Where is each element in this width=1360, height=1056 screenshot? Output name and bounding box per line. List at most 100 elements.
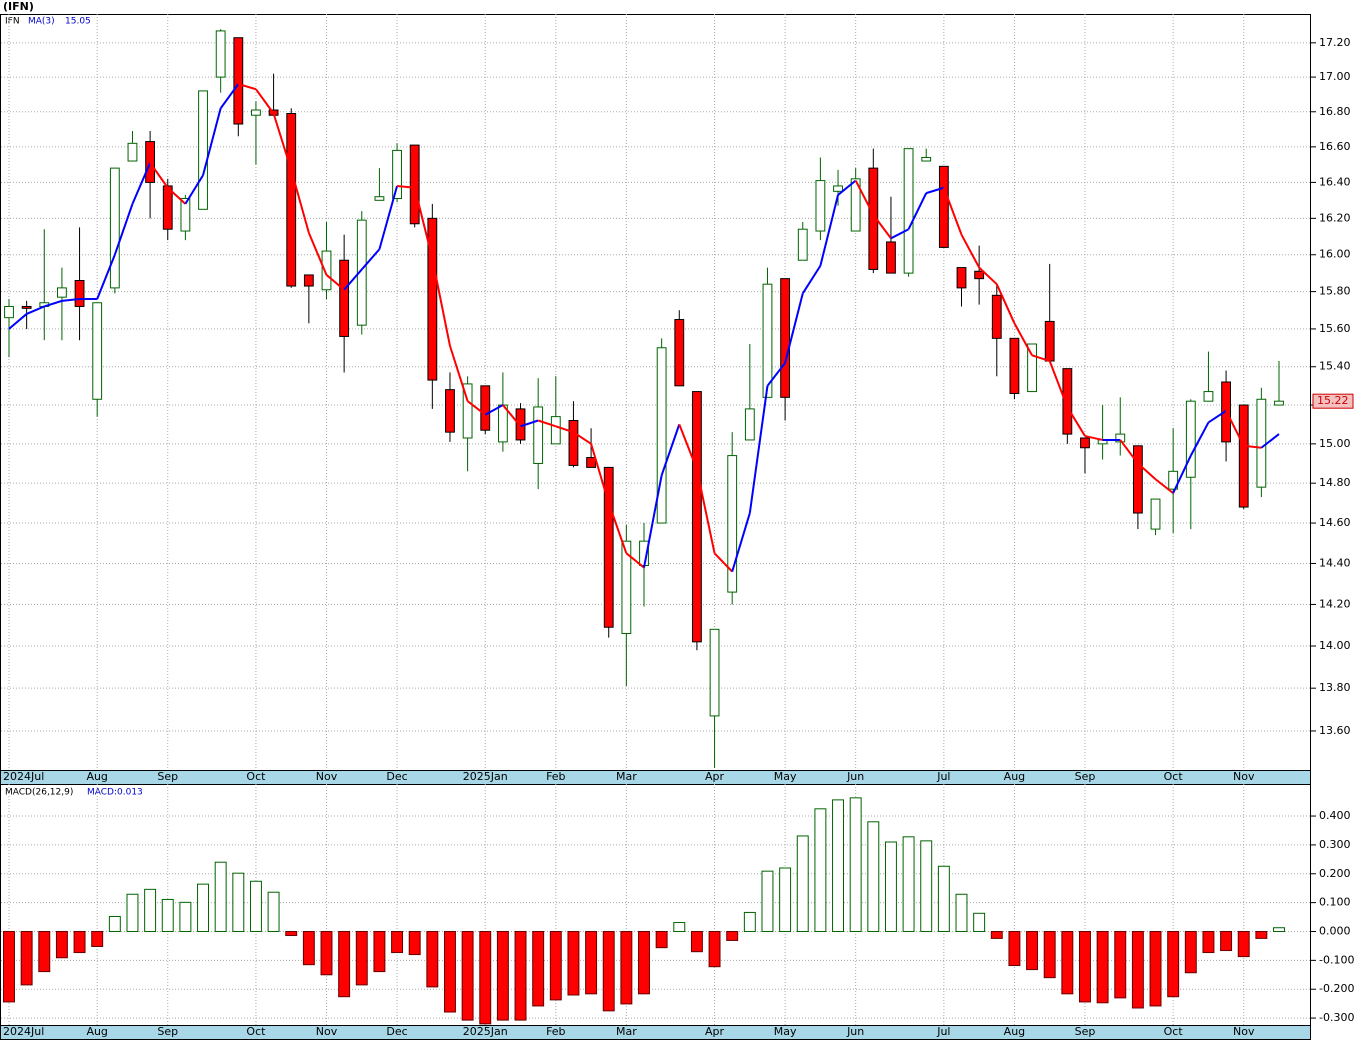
- macd-bar: [1220, 930, 1233, 952]
- ma-segment: [678, 424, 698, 470]
- candle-body: [744, 408, 755, 441]
- candle-body: [162, 185, 173, 230]
- macd-bar: [267, 891, 280, 932]
- candle-body: [1044, 320, 1055, 362]
- ma-segment: [396, 184, 415, 189]
- ma-segment: [925, 186, 945, 195]
- ma-segment: [8, 313, 28, 330]
- candle-body: [815, 180, 826, 232]
- candle-body: [1027, 343, 1037, 393]
- macd-bar: [1131, 930, 1144, 1009]
- ma-segment: [361, 248, 381, 271]
- ma-segment: [1260, 433, 1280, 449]
- macd-bar: [990, 930, 1003, 939]
- candle-body: [21, 305, 32, 309]
- y-tick-label: 16.40: [1319, 175, 1351, 188]
- macd-bar: [1061, 930, 1074, 995]
- candle-body: [339, 259, 350, 337]
- ma-segment: [607, 502, 628, 554]
- macd-bar: [690, 930, 703, 953]
- candle-body: [1132, 445, 1143, 514]
- macd-bar: [214, 861, 227, 932]
- macd-bar: [249, 880, 262, 932]
- macd-bar: [832, 799, 844, 932]
- macd-bar: [461, 930, 474, 1021]
- candle-body: [109, 167, 120, 289]
- macd-bar: [796, 835, 809, 932]
- macd-bar: [285, 930, 298, 937]
- candle-body: [886, 241, 896, 274]
- ma-segment: [343, 268, 363, 291]
- ma-segment: [1137, 462, 1157, 480]
- ma-segment: [378, 185, 399, 250]
- x-tick-label: Aug: [1004, 1025, 1025, 1038]
- ma-segment: [431, 258, 451, 347]
- ma-segment: [695, 469, 716, 554]
- x-tick-label: May: [774, 1025, 797, 1038]
- macd-bar: [955, 893, 968, 932]
- candle-body: [145, 141, 156, 183]
- legend-macd: MACD(26,12,9): [5, 788, 73, 798]
- ma-segment: [801, 265, 822, 294]
- candle-body: [1150, 498, 1161, 530]
- x-tick-label: Oct: [246, 1025, 266, 1038]
- ma-segment: [61, 298, 80, 302]
- candle-body: [1115, 433, 1126, 443]
- macd-bar: [1202, 930, 1215, 954]
- ma-segment: [113, 203, 134, 256]
- ma-segment: [995, 283, 1016, 324]
- macd-bar: [144, 888, 157, 932]
- candle-body: [903, 148, 914, 274]
- macd-bar: [373, 930, 386, 973]
- x-tick-label: Aug: [86, 1025, 107, 1038]
- macd-bar: [1008, 930, 1021, 967]
- y-tick-label: 16.80: [1319, 105, 1351, 118]
- x-tick-label: Sep: [157, 770, 178, 783]
- y-tick-label: 16.00: [1319, 248, 1351, 261]
- legend-ticker: IFN: [5, 17, 20, 27]
- x-tick-label: Oct: [1164, 770, 1184, 783]
- ma-segment: [167, 187, 187, 205]
- ma-segment: [307, 232, 328, 276]
- candle-body: [991, 294, 1002, 339]
- y-tick-label: 16.60: [1319, 140, 1351, 153]
- candle-body: [603, 466, 614, 628]
- ma-segment: [1172, 455, 1192, 494]
- candle-body: [427, 217, 438, 381]
- macd-bar: [73, 930, 86, 954]
- macd-bar: [1079, 930, 1091, 1003]
- ma-segment: [960, 234, 981, 269]
- x-tick-label: Feb: [546, 770, 565, 783]
- x-tick-label: Sep: [1075, 770, 1096, 783]
- candle-body: [568, 420, 579, 466]
- candle-body: [586, 457, 596, 468]
- x-tick-label: Jul: [936, 770, 950, 783]
- ma-segment: [149, 162, 169, 189]
- ma-segment: [590, 443, 610, 504]
- ma-segment: [854, 180, 875, 216]
- x-tick-label: Nov: [316, 770, 338, 783]
- macd-bar: [3, 930, 15, 1003]
- macd-bar: [20, 930, 33, 986]
- macd-bar: [1096, 930, 1109, 1004]
- ma-segment: [837, 179, 857, 196]
- candle-body: [621, 540, 632, 634]
- price-pane: [0, 14, 1311, 771]
- x-tick-label: Oct: [246, 770, 266, 783]
- legend-ma: MA(3): [28, 17, 55, 27]
- y-tick-label: 15.00: [1319, 437, 1351, 450]
- macd-bar: [161, 898, 174, 932]
- candle-body: [57, 287, 67, 298]
- macd-bar: [902, 836, 915, 932]
- candle-body: [1062, 368, 1073, 435]
- candle-body: [533, 406, 544, 464]
- ma-segment: [537, 419, 557, 428]
- y-tick-label: 0.200: [1319, 867, 1351, 880]
- ma-segment: [819, 194, 839, 266]
- macd-bar: [655, 930, 668, 949]
- x-tick-label: Dec: [386, 770, 407, 783]
- x-tick-label: Apr: [705, 1025, 725, 1038]
- chart-title: (IFN): [3, 0, 34, 13]
- x-tick-label: Mar: [616, 770, 637, 783]
